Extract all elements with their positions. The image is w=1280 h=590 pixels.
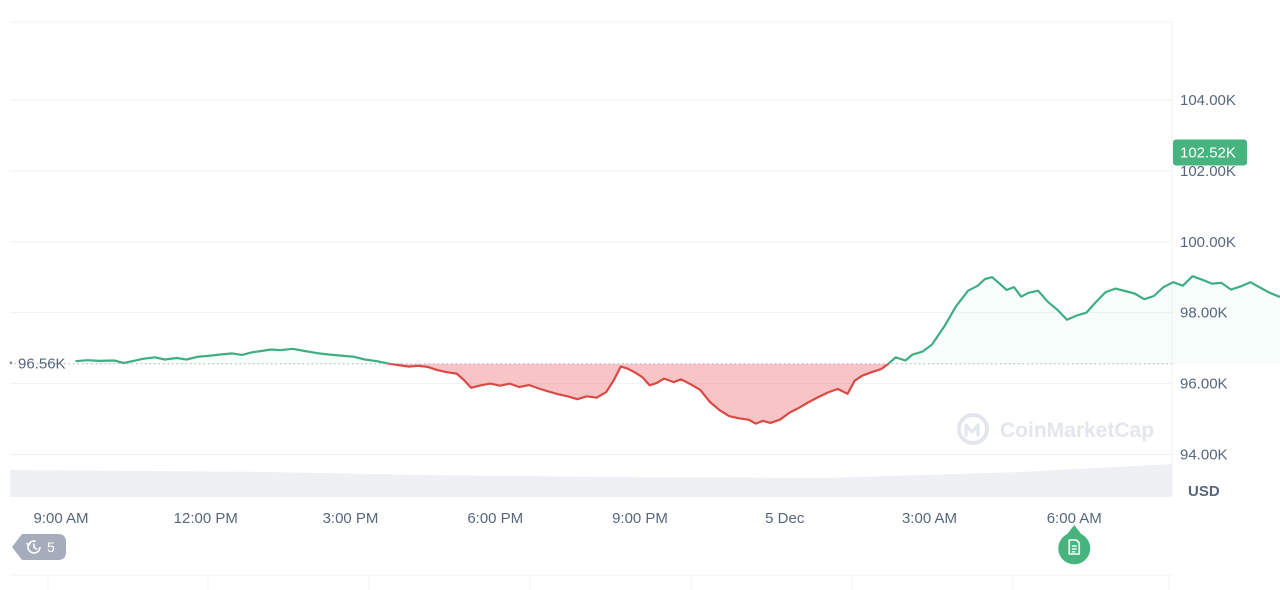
history-badge[interactable]: 5 bbox=[12, 534, 66, 560]
y-axis-labels: 94.00K 96.00K 98.00K 100.00K 102.00K 104.00K bbox=[1180, 92, 1236, 463]
area-above-reference bbox=[75, 276, 1280, 364]
x-tick-label: 3:00 AM bbox=[902, 510, 957, 527]
x-tick-label: 9:00 PM bbox=[612, 510, 668, 527]
x-tick-label: 12:00 PM bbox=[174, 510, 238, 527]
x-tick-label: 6:00 PM bbox=[467, 510, 523, 527]
x-tick-label: 5 Dec bbox=[765, 510, 805, 527]
x-tick-label: 9:00 AM bbox=[33, 510, 88, 527]
x-axis-labels: 9:00 AM 12:00 PM 3:00 PM 6:00 PM 9:00 PM 5 De… bbox=[33, 510, 1101, 527]
document-outline bbox=[1068, 539, 1081, 555]
price-line-up bbox=[75, 275, 1280, 364]
history-icon bbox=[25, 540, 41, 554]
price-lines bbox=[75, 275, 1280, 425]
coinmarketcap-logo bbox=[957, 413, 989, 445]
event-markers[interactable] bbox=[1058, 525, 1280, 565]
currency-label: USD bbox=[1188, 483, 1220, 500]
y-tick-label: 104.00K bbox=[1180, 92, 1236, 109]
watermark-text: CoinMarketCap bbox=[1000, 419, 1154, 442]
document-icon bbox=[1068, 539, 1081, 555]
event-marker-pin bbox=[1058, 525, 1091, 565]
timeline-strip bbox=[10, 574, 1172, 590]
area-below-reference bbox=[389, 363, 889, 424]
y-tick-label: 98.00K bbox=[1180, 305, 1228, 322]
y-tick-label: 94.00K bbox=[1180, 446, 1228, 463]
y-tick-label: 102.00K bbox=[1180, 163, 1236, 180]
watermark: CoinMarketCap bbox=[957, 413, 1154, 445]
reference-price-dot bbox=[9, 361, 13, 365]
price-areas bbox=[75, 276, 1280, 424]
volume-area bbox=[10, 440, 1172, 497]
volume-band bbox=[10, 440, 1172, 497]
y-tick-label: 100.00K bbox=[1180, 234, 1236, 251]
x-tick-label: 3:00 PM bbox=[323, 510, 379, 527]
y-tick-label: 96.00K bbox=[1180, 376, 1228, 393]
x-tick-label: 6:00 AM bbox=[1047, 510, 1102, 527]
history-count: 5 bbox=[47, 539, 55, 555]
current-price-label: 102.52K bbox=[1180, 144, 1236, 161]
current-price-badge: 102.52K bbox=[1173, 139, 1247, 166]
reference-price-label: 96.56K bbox=[18, 356, 66, 373]
grid-lines bbox=[10, 99, 1172, 455]
event-marker[interactable] bbox=[1058, 525, 1091, 565]
